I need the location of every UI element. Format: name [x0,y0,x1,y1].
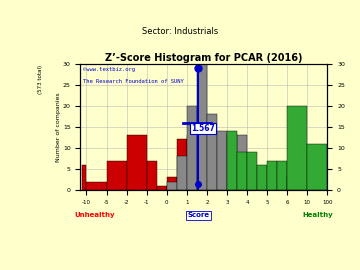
Bar [217,131,227,190]
Text: Unhealthy: Unhealthy [74,212,115,218]
Bar [227,135,237,190]
Bar [177,156,187,190]
Bar [247,152,257,190]
Bar [167,182,177,190]
Bar [167,177,177,190]
Text: The Research Foundation of SUNY: The Research Foundation of SUNY [83,79,184,84]
Bar [307,144,327,190]
Bar [207,114,217,190]
Bar [177,140,187,190]
Bar [257,165,267,190]
Bar [237,135,247,190]
Bar [127,135,147,190]
Bar [287,106,307,190]
Text: Healthy: Healthy [302,212,333,218]
Text: Score: Score [187,212,209,218]
Bar [227,131,237,190]
Bar [82,165,86,190]
Bar [237,152,247,190]
Bar [187,135,197,190]
Bar [287,177,290,190]
Text: ©www.textbiz.org: ©www.textbiz.org [83,68,135,72]
Bar [147,161,157,190]
Bar [107,161,127,190]
Bar [267,161,277,190]
Text: 1.567: 1.567 [191,124,215,133]
Title: Z’-Score Histogram for PCAR (2016): Z’-Score Histogram for PCAR (2016) [105,53,303,63]
Bar [86,182,107,190]
Text: Sector: Industrials: Sector: Industrials [142,27,218,36]
Bar [187,106,197,190]
Bar [277,161,287,190]
Text: (573 total): (573 total) [39,65,44,94]
Bar [157,186,167,190]
Y-axis label: Number of companies: Number of companies [57,92,62,162]
Bar [197,63,207,190]
